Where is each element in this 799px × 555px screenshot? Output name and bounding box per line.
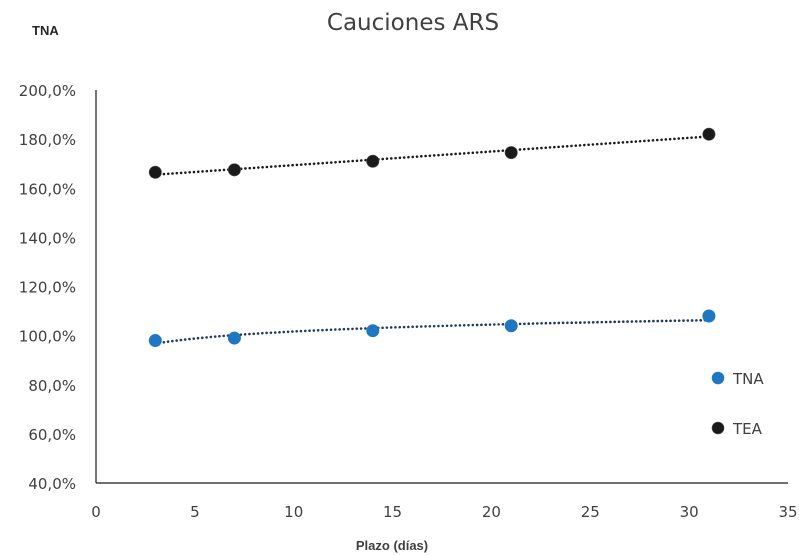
point-tna [504,319,518,333]
y-tick-label: 80,0% [28,377,76,395]
y-tick-label: 60,0% [28,426,76,444]
point-tna [148,334,162,348]
x-tick-label: 20 [482,503,501,521]
y-tick-label: 180,0% [19,131,76,149]
y-tick-label: 120,0% [19,279,76,297]
x-tick-label: 30 [680,503,699,521]
y-tick-label: 100,0% [19,328,76,346]
x-tick-label: 15 [383,503,402,521]
y-tick-label: 160,0% [19,180,76,198]
data-points [148,127,716,348]
y-tick-label: 40,0% [28,475,76,493]
y-axis-ticks: 40,0% 60,0% 80,0% 100,0% 120,0% 140,0% 160,0% 1… [19,82,76,493]
x-axis-ticks: 0 5 10 15 20 25 30 35 [91,503,797,521]
point-tea [148,165,162,179]
y-tick-label: 140,0% [19,229,76,247]
x-axis-label: Plazo (días) [356,538,428,553]
chart-title: Cauciones ARS [327,10,499,36]
legend-label-tna: TNA [732,370,764,388]
legend-label-tea: TEA [732,420,763,438]
legend-marker-tea [711,421,725,435]
x-tick-label: 25 [581,503,600,521]
legend-marker-tna [711,371,725,385]
axes [95,90,788,484]
legend: TNA TEA [711,370,764,438]
x-tick-label: 10 [284,503,303,521]
point-tna [366,324,380,338]
x-tick-label: 5 [190,503,200,521]
point-tea [702,127,716,141]
point-tea [504,146,518,160]
x-tick-label: 35 [778,503,797,521]
point-tna [227,331,241,345]
y-tick-label: 200,0% [19,82,76,100]
point-tea [227,163,241,177]
y-axis-label: TNA [32,23,59,38]
x-tick-label: 0 [91,503,101,521]
point-tna [702,309,716,323]
point-tea [366,154,380,168]
